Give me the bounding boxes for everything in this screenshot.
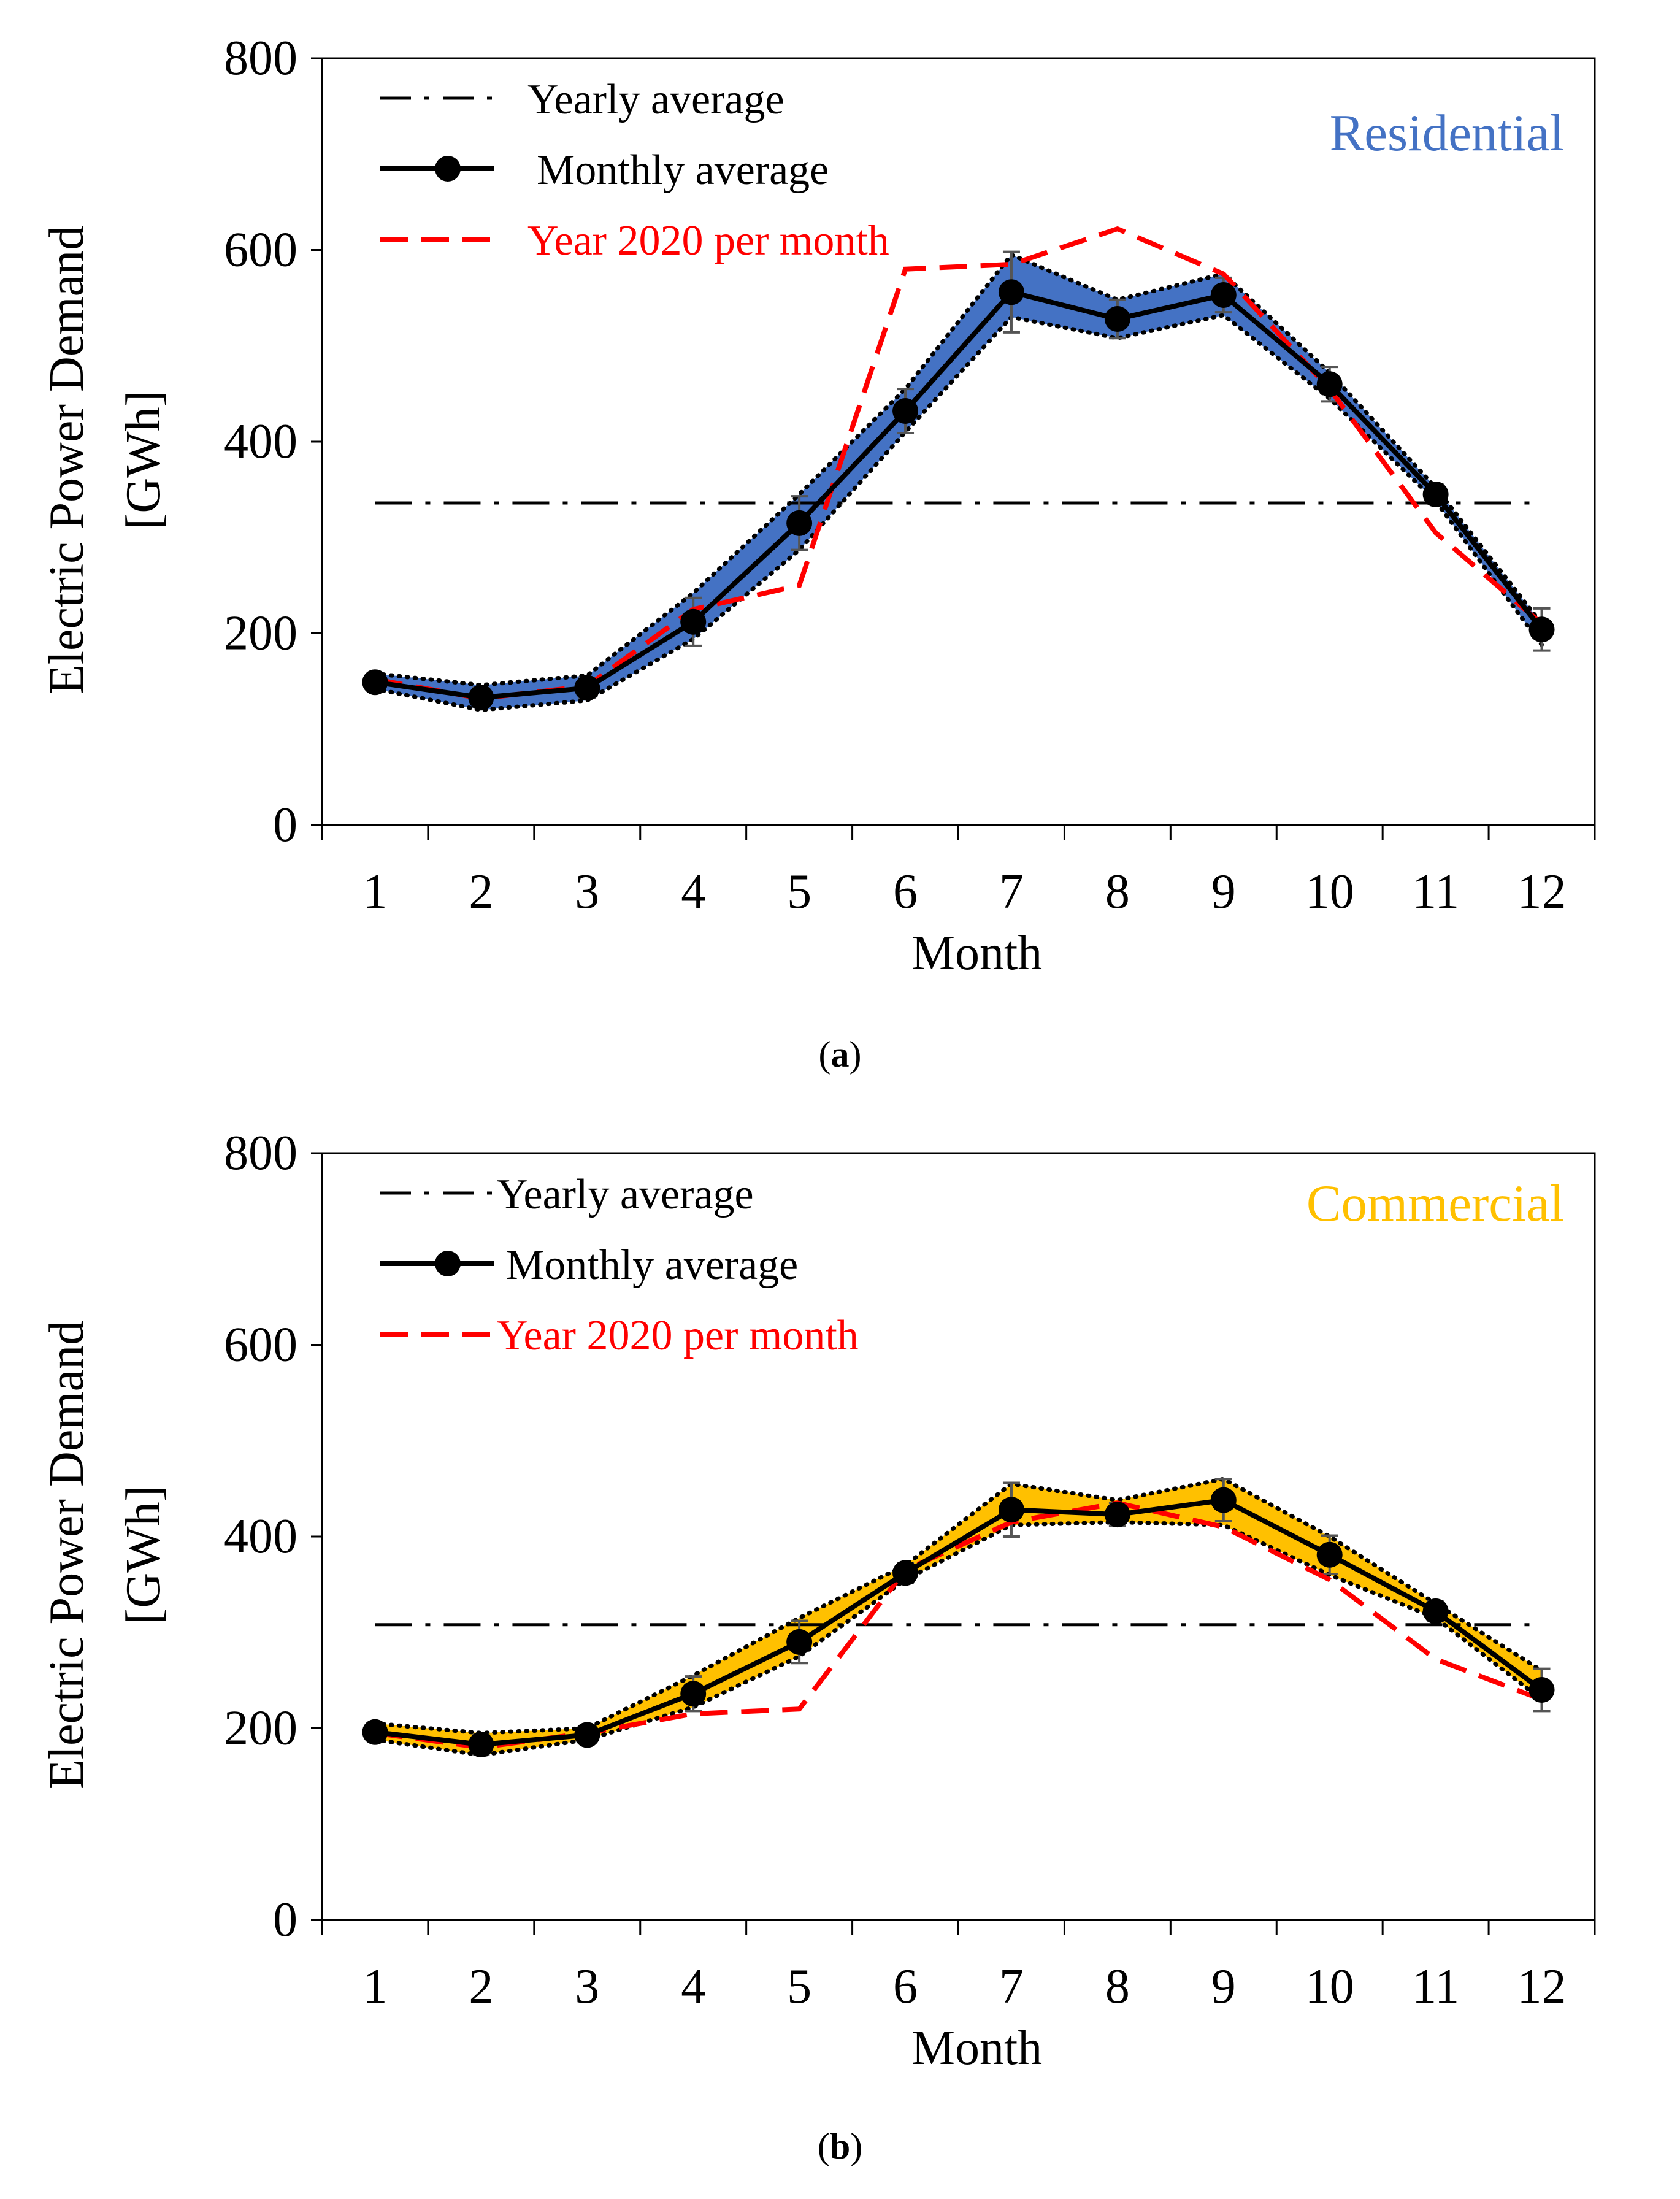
monthly-average-point: [574, 675, 600, 701]
y-tick-label: 400: [224, 415, 297, 469]
x-tick-label: 11: [1412, 1960, 1459, 2014]
chart-panel-b: 0 200 400 600 800 1 2 3 4 5 6 7 8 9 10 11 12 Month Electri…: [0, 1095, 1680, 2194]
x-tick-label: 9: [1211, 865, 1236, 919]
monthly-average-point: [468, 685, 494, 711]
band-upper-dotted-line: [372, 1476, 1544, 1735]
year-2020-line: [374, 1500, 1543, 1750]
monthly-average-point: [998, 1497, 1024, 1523]
legend-monthly-marker: [435, 1251, 461, 1276]
x-tick-label: 10: [1305, 865, 1354, 919]
y-tick-label: 0: [273, 1893, 297, 1947]
x-tick-label: 1: [362, 1960, 387, 2014]
y-axis-title-line1: Electric Power Demand: [40, 1321, 94, 1789]
monthly-average-point: [1316, 371, 1343, 397]
monthly-average-point: [786, 1629, 813, 1655]
monthly-average-line: [374, 1497, 1543, 1748]
x-tick-label: 4: [681, 1960, 705, 2014]
x-tick-label: 11: [1412, 865, 1459, 919]
monthly-average-point: [1528, 616, 1555, 643]
year-2020-line: [374, 226, 1544, 701]
y-tick-label: 600: [224, 223, 297, 277]
legend-monthly-marker: [435, 156, 461, 182]
x-tick-label: 2: [469, 1960, 493, 2014]
legend-2020-label: Year 2020 per month: [527, 217, 889, 264]
monthly-average-point: [362, 669, 388, 696]
legend-monthly-label: Monthly average: [506, 1241, 798, 1289]
sector-label: Commercial: [1306, 1175, 1564, 1232]
monthly-average-point: [1422, 481, 1449, 507]
monthly-average-point: [1210, 1487, 1237, 1513]
band-upper-dotted-line: [372, 252, 1544, 688]
legend-monthly-label: Monthly average: [537, 147, 829, 194]
monthly-average-line: [374, 289, 1544, 700]
caption-a: (a): [818, 1034, 862, 1075]
x-tick-label: 6: [893, 865, 918, 919]
y-tick-label: 400: [224, 1510, 297, 1564]
legend-2020-label: Year 2020 per month: [497, 1312, 859, 1359]
y-axis-title-line2: [GWh]: [117, 1486, 171, 1625]
monthly-average-point: [1104, 306, 1130, 332]
x-tick-label: 12: [1517, 865, 1567, 919]
y-tick-label: 200: [224, 607, 297, 661]
monthly-average-point: [680, 608, 707, 635]
monthly-average-point: [362, 1719, 388, 1745]
x-tick-label: 5: [787, 1960, 811, 2014]
monthly-average-point: [1210, 282, 1237, 308]
x-tick-label: 12: [1517, 1960, 1567, 2014]
x-axis-title: Month: [911, 926, 1042, 980]
x-tick-label: 7: [999, 865, 1024, 919]
y-tick-label: 800: [224, 1126, 297, 1180]
chart-panel-a: 0 200 400 600 800 1 2 3 4 5 6 7 8 9 10 11 12 Month Electri…: [0, 0, 1680, 1099]
monthly-average-point: [892, 398, 919, 424]
monthly-average-point: [998, 279, 1024, 305]
variability-band: [375, 255, 1542, 710]
monthly-average-point: [1316, 1541, 1343, 1568]
x-tick-label: 6: [893, 1960, 918, 2014]
y-tick-label: 0: [273, 798, 297, 852]
monthly-average-point: [786, 510, 813, 536]
y-tick-label: 200: [224, 1702, 297, 1756]
x-tick-label: 8: [1105, 1960, 1130, 2014]
monthly-average-point: [574, 1722, 600, 1748]
x-tick-label: 10: [1305, 1960, 1354, 2014]
legend-yearly-label: Yearly average: [497, 1171, 754, 1218]
monthly-average-point: [680, 1681, 707, 1707]
y-tick-label: 600: [224, 1318, 297, 1372]
monthly-average-point: [468, 1732, 494, 1758]
monthly-average-point: [892, 1560, 919, 1586]
sector-label: Residential: [1330, 104, 1564, 162]
x-tick-label: 4: [681, 865, 705, 919]
x-tick-label: 2: [469, 865, 493, 919]
variability-band: [375, 1479, 1542, 1756]
x-tick-label: 1: [362, 865, 387, 919]
caption-b: (b): [817, 2126, 863, 2166]
legend-yearly-label: Yearly average: [527, 76, 784, 123]
x-tick-label: 3: [575, 865, 599, 919]
x-axis-title: Month: [911, 2021, 1042, 2075]
y-axis-title-line1: Electric Power Demand: [40, 226, 94, 694]
monthly-average-point: [1104, 1502, 1130, 1528]
y-tick-label: 800: [224, 31, 297, 85]
band-lower-dotted-line: [372, 1520, 1544, 1757]
x-tick-label: 5: [787, 865, 811, 919]
x-tick-label: 9: [1211, 1960, 1236, 2014]
x-tick-label: 3: [575, 1960, 599, 2014]
x-tick-label: 8: [1105, 865, 1130, 919]
monthly-average-point: [1528, 1677, 1555, 1703]
x-tick-label: 7: [999, 1960, 1024, 2014]
y-axis-title-line2: [GWh]: [117, 391, 171, 530]
plot-area-frame: [321, 57, 1596, 826]
monthly-average-point: [1422, 1598, 1449, 1624]
band-lower-dotted-line: [372, 312, 1544, 713]
